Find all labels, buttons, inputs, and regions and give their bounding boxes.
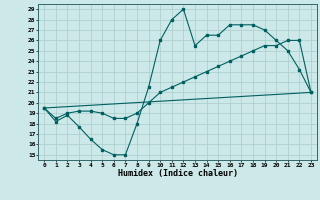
X-axis label: Humidex (Indice chaleur): Humidex (Indice chaleur) bbox=[118, 169, 238, 178]
